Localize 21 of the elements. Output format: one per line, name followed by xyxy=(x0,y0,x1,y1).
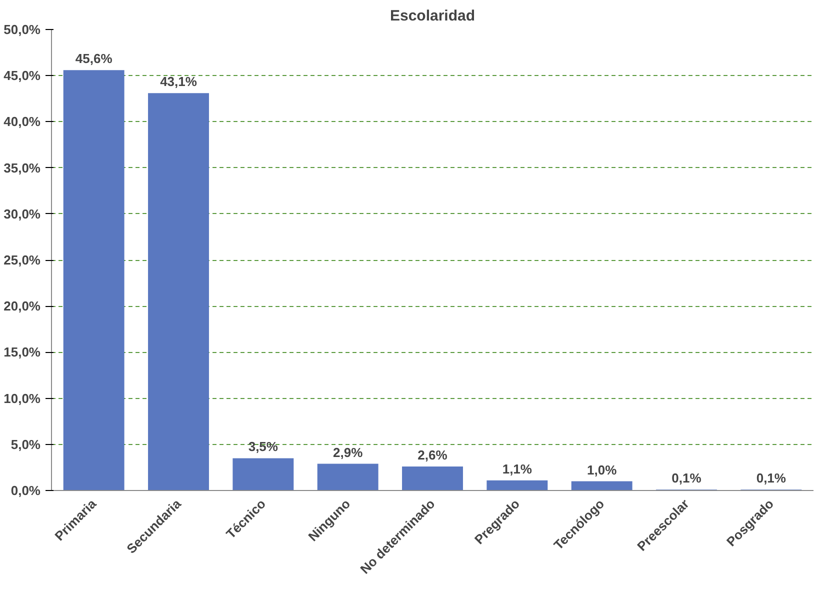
y-tick-label: 35,0% xyxy=(4,160,41,176)
y-tick-label: 25,0% xyxy=(4,252,41,268)
y-tick-label: 40,0% xyxy=(4,114,41,130)
data-label: 2,9% xyxy=(333,444,364,460)
y-tick-label: 0,0% xyxy=(10,483,41,498)
data-label: 43,1% xyxy=(160,74,198,90)
y-tick-label: 15,0% xyxy=(4,344,41,360)
data-label: 0,1% xyxy=(672,470,702,486)
data-label: 1,0% xyxy=(587,462,618,478)
y-tick-label: 45,0% xyxy=(4,68,41,84)
chart-title: Escolaridad xyxy=(390,8,476,24)
data-label: 3,5% xyxy=(248,439,278,454)
y-tick-label: 10,0% xyxy=(4,390,41,406)
data-label: 45,6% xyxy=(75,51,113,66)
data-label: 2,6% xyxy=(418,448,448,463)
data-label: 1,1% xyxy=(502,461,532,476)
data-label: 0,1% xyxy=(756,470,786,486)
y-tick-label: 30,0% xyxy=(4,206,41,222)
y-tick-label: 50,0% xyxy=(4,22,41,37)
y-tick-label: 5,0% xyxy=(10,436,41,452)
y-tick-label: 20,0% xyxy=(4,298,41,314)
